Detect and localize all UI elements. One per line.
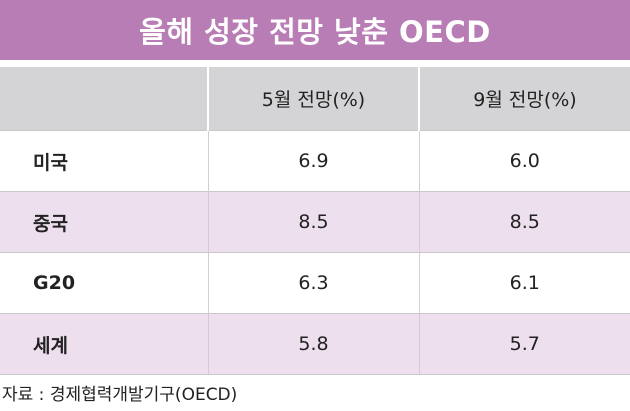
sep-value: 6.0 xyxy=(419,130,630,192)
row-label: 미국 xyxy=(0,130,208,192)
sep-value: 5.7 xyxy=(419,313,630,375)
source-note: 자료 : 경제협력개발기구(OECD) xyxy=(2,385,238,405)
row-label: 중국 xyxy=(0,191,208,253)
header-sep-forecast: 9월 전망(%) xyxy=(419,66,630,131)
header-corner-cell xyxy=(0,66,209,131)
header-may-forecast: 5월 전망(%) xyxy=(208,66,420,131)
table-row: 세계 5.8 5.7 xyxy=(0,313,630,375)
may-value: 8.5 xyxy=(207,191,420,253)
forecast-table: 5월 전망(%) 9월 전망(%) 미국 6.9 6.0 중국 8.5 8.5 … xyxy=(0,66,630,375)
row-label: G20 xyxy=(0,252,208,314)
row-label: 세계 xyxy=(0,313,208,375)
sep-value: 8.5 xyxy=(419,191,630,253)
may-value: 6.9 xyxy=(207,130,420,192)
may-value: 6.3 xyxy=(207,252,420,314)
sep-value: 6.1 xyxy=(419,252,630,314)
may-value: 5.8 xyxy=(207,313,420,375)
table-header-row: 5월 전망(%) 9월 전망(%) xyxy=(0,66,630,131)
table-row: 중국 8.5 8.5 xyxy=(0,191,630,253)
table-row: G20 6.3 6.1 xyxy=(0,252,630,314)
chart-title: 올해 성장 전망 낮춘 OECD xyxy=(139,15,491,49)
table-row: 미국 6.9 6.0 xyxy=(0,130,630,192)
title-bar: 올해 성장 전망 낮춘 OECD xyxy=(0,0,630,60)
table-container: 5월 전망(%) 9월 전망(%) 미국 6.9 6.0 중국 8.5 8.5 … xyxy=(0,66,630,375)
